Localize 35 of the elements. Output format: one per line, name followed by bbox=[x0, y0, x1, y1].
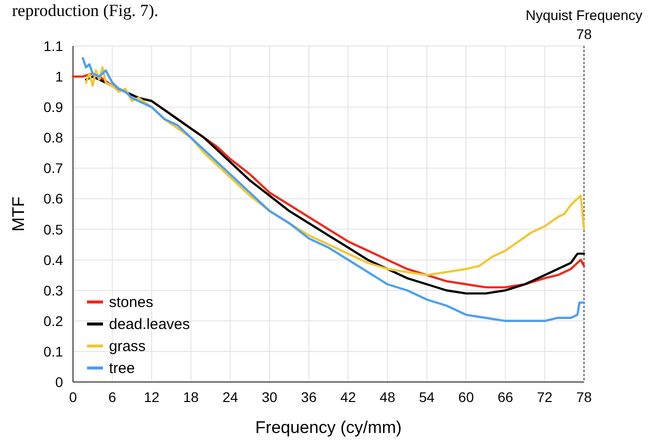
y-tick-label: 0 bbox=[55, 374, 64, 390]
y-tick-label: 1.1 bbox=[44, 38, 64, 54]
y-tick-label: 0.6 bbox=[44, 190, 64, 207]
x-axis-title: Frequency (cy/mm) bbox=[255, 418, 402, 437]
legend-label: tree bbox=[109, 360, 135, 377]
x-tick-label: 78 bbox=[576, 389, 592, 405]
y-tick-label: 0.2 bbox=[44, 312, 64, 329]
y-tick-label: 0.5 bbox=[44, 221, 64, 238]
y-tick-label: 0.7 bbox=[44, 160, 64, 176]
y-axis-title: MTF bbox=[9, 196, 28, 232]
ref-line-label: Nyquist Frequency bbox=[526, 7, 642, 23]
x-tick-label: 54 bbox=[418, 389, 435, 405]
x-tick-label: 18 bbox=[183, 389, 199, 405]
legend-label: grass bbox=[109, 338, 146, 355]
legend-label: dead.leaves bbox=[109, 316, 190, 333]
x-tick-label: 6 bbox=[108, 389, 116, 405]
y-tick-label: 0.3 bbox=[44, 282, 64, 298]
x-tick-label: 42 bbox=[340, 389, 356, 405]
y-tick-label: 0.4 bbox=[44, 252, 64, 268]
x-tick-label: 0 bbox=[69, 389, 78, 405]
y-tick-label: 0.9 bbox=[44, 99, 64, 116]
x-tick-label: 66 bbox=[498, 389, 514, 405]
text: reproduction (Fig. 7). bbox=[12, 1, 158, 20]
y-tick-label: 0.8 bbox=[44, 130, 64, 146]
text: 78 bbox=[576, 26, 592, 42]
y-tick-label: 0.1 bbox=[44, 343, 64, 360]
legend-label: stones bbox=[109, 294, 154, 311]
x-tick-label: 36 bbox=[301, 389, 317, 405]
x-tick-label: 12 bbox=[144, 389, 160, 405]
x-tick-label: 60 bbox=[458, 389, 474, 405]
x-tick-label: 30 bbox=[262, 389, 278, 405]
y-tick-label: 1 bbox=[55, 68, 64, 85]
x-tick-label: 48 bbox=[380, 389, 396, 405]
x-tick-label: 72 bbox=[536, 389, 553, 405]
x-tick-label: 24 bbox=[222, 389, 238, 405]
